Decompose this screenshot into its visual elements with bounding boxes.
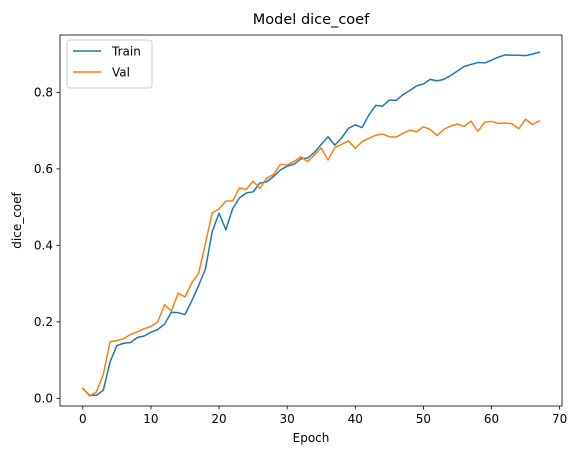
legend-label-val: Val	[112, 66, 130, 80]
series-line-train	[81, 51, 541, 397]
x-tick-label: 40	[348, 412, 363, 426]
x-tick-label: 60	[484, 412, 499, 426]
y-tick-label: 0.4	[34, 239, 53, 253]
x-tick-label: 70	[552, 412, 567, 426]
ticks-layer: 0 10 20 30 40 50 60 70 0.0 0.2 0.4 0.6 0.8	[34, 86, 567, 426]
legend-label-train: Train	[111, 45, 141, 59]
x-tick-label: 20	[211, 412, 226, 426]
series-layer	[81, 51, 541, 397]
x-tick-label: 30	[280, 412, 295, 426]
plot-frame	[59, 34, 563, 407]
y-tick-label: 0.0	[34, 392, 53, 406]
y-axis-label: dice_coef	[10, 191, 24, 248]
plot-area	[60, 35, 562, 406]
y-tick-label: 0.8	[34, 86, 53, 100]
y-tick-label: 0.6	[34, 162, 53, 176]
legend: Train Val	[66, 39, 153, 89]
x-tick-label: 10	[143, 412, 158, 426]
series-line-val	[81, 118, 541, 397]
x-tick-label: 0	[79, 412, 87, 426]
chart-title: Model dice_coef	[253, 12, 370, 28]
x-axis-label: Epoch	[293, 431, 330, 445]
legend-box	[66, 39, 153, 89]
x-tick-label: 50	[416, 412, 431, 426]
y-tick-label: 0.2	[34, 315, 53, 329]
